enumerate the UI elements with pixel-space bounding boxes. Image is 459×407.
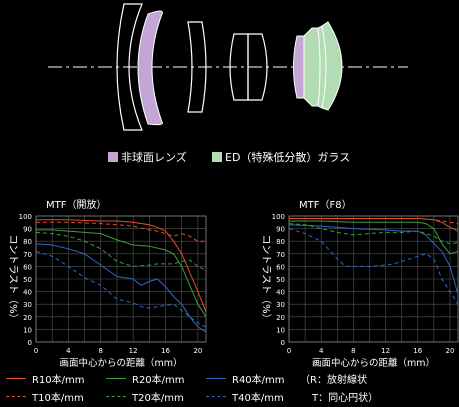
legend-r10: R10本/mm bbox=[32, 375, 85, 386]
legend-t40: T40本/mm bbox=[232, 393, 284, 404]
legend-t20: T20本/mm bbox=[132, 393, 184, 404]
lens-element-3 bbox=[187, 21, 207, 113]
y-tick-label: 10 bbox=[276, 326, 285, 334]
y-tick-label: 40 bbox=[276, 289, 285, 297]
y-tick-label: 70 bbox=[276, 251, 285, 259]
y-tick-label: 40 bbox=[23, 289, 32, 297]
x-tick-label: 0 bbox=[34, 347, 38, 355]
x-tick-label: 4 bbox=[66, 347, 71, 355]
x-tick-label: 8 bbox=[99, 347, 103, 355]
legend-line-r40 bbox=[206, 378, 226, 379]
mtf-series-legend: R10本/mm T10本/mm R20本/mm T20本/mm R40本/mm … bbox=[0, 370, 459, 407]
chart-title: MTF（開放） bbox=[46, 198, 107, 211]
x-tick-label: 16 bbox=[161, 347, 170, 355]
material-legend: 非球面レンズ ED（特殊低分散）ガラス bbox=[0, 147, 459, 167]
series-line-r40mm bbox=[35, 243, 207, 333]
y-tick-label: 20 bbox=[23, 314, 32, 322]
ed-swatch bbox=[212, 152, 222, 162]
lens-element-9-ed bbox=[321, 21, 343, 111]
x-tick-label: 0 bbox=[287, 347, 291, 355]
x-tick-label: 12 bbox=[129, 347, 138, 355]
series-line-t40mm bbox=[288, 228, 459, 305]
lens-element-2-aspherical bbox=[137, 10, 163, 126]
y-tick-label: 0 bbox=[28, 339, 32, 347]
series-line-t10mm bbox=[36, 221, 206, 242]
legend-line-t40 bbox=[206, 396, 226, 397]
mtf-chart-open: MTF（開放） 0 10 20 30 40 50 60 70 80 90 100 0 4 8 12 16 20 画面… bbox=[7, 198, 207, 369]
aspherical-swatch bbox=[108, 152, 118, 162]
series-line-r40mm bbox=[288, 224, 459, 295]
y-tick-label: 80 bbox=[23, 238, 32, 246]
legend-line-t10 bbox=[6, 396, 26, 397]
series-line-t20mm bbox=[35, 231, 207, 271]
y-tick-label: 30 bbox=[23, 301, 32, 309]
lens-element-4 bbox=[229, 33, 249, 101]
x-axis-label: 画面中心からの距離（mm） bbox=[59, 357, 182, 369]
y-tick-label: 30 bbox=[276, 301, 285, 309]
legend-r20: R20本/mm bbox=[132, 375, 185, 386]
y-tick-label: 80 bbox=[276, 238, 285, 246]
y-tick-label: 100 bbox=[272, 213, 285, 221]
x-tick-label: 8 bbox=[351, 347, 355, 355]
plot-frame bbox=[35, 215, 207, 343]
y-axis-label: コントラスト（%） bbox=[260, 234, 272, 323]
series-line-r10mm bbox=[36, 219, 207, 312]
series-line-r20mm bbox=[36, 229, 207, 318]
series-line-t20mm bbox=[288, 223, 459, 245]
legend-line-r10 bbox=[6, 378, 26, 379]
y-axis-label: コントラスト（%） bbox=[7, 234, 19, 323]
y-tick-label: 60 bbox=[276, 263, 285, 271]
lens-construction-diagram bbox=[48, 3, 408, 131]
x-tick-label: 20 bbox=[445, 347, 454, 355]
y-tick-label: 50 bbox=[23, 276, 32, 284]
y-tick-label: 90 bbox=[23, 226, 32, 234]
y-tick-label: 70 bbox=[23, 251, 32, 259]
series-line-r20mm bbox=[289, 220, 459, 255]
x-axis-label: 画面中心からの距離（mm） bbox=[312, 357, 435, 369]
lens-element-6-aspherical bbox=[293, 35, 305, 99]
y-tick-label: 10 bbox=[23, 326, 32, 334]
legend-line-r20 bbox=[106, 378, 126, 379]
x-tick-label: 16 bbox=[413, 347, 422, 355]
legend-note-r: （R：放射線状 bbox=[300, 375, 367, 386]
chart-title: MTF（F8） bbox=[299, 199, 352, 211]
y-tick-label: 100 bbox=[19, 213, 32, 221]
legend-note-t: T：同心円状） bbox=[312, 393, 379, 404]
aspherical-label: 非球面レンズ bbox=[121, 151, 187, 164]
y-tick-label: 90 bbox=[276, 226, 285, 234]
y-tick-label: 60 bbox=[23, 263, 32, 271]
lens-element-1 bbox=[116, 3, 143, 131]
legend-t10: T10本/mm bbox=[32, 393, 84, 404]
x-tick-label: 4 bbox=[319, 347, 324, 355]
x-tick-label: 12 bbox=[381, 347, 390, 355]
plot-frame bbox=[288, 215, 459, 343]
series-line-t10mm bbox=[289, 218, 459, 225]
mtf-chart-f8: MTF（F8） 0 10 20 30 40 50 60 70 80 90 100 0 4 8 12 16 20 画面… bbox=[260, 199, 459, 369]
lens-element-5 bbox=[247, 33, 268, 101]
y-tick-label: 0 bbox=[281, 339, 285, 347]
y-tick-label: 20 bbox=[276, 314, 285, 322]
series-line-t40mm bbox=[35, 250, 207, 328]
y-tick-label: 50 bbox=[276, 276, 285, 284]
legend-line-t20 bbox=[106, 396, 126, 397]
ed-label: ED（特殊低分散）ガラス bbox=[225, 151, 351, 164]
x-tick-label: 20 bbox=[193, 347, 202, 355]
legend-r40: R40本/mm bbox=[232, 375, 285, 386]
